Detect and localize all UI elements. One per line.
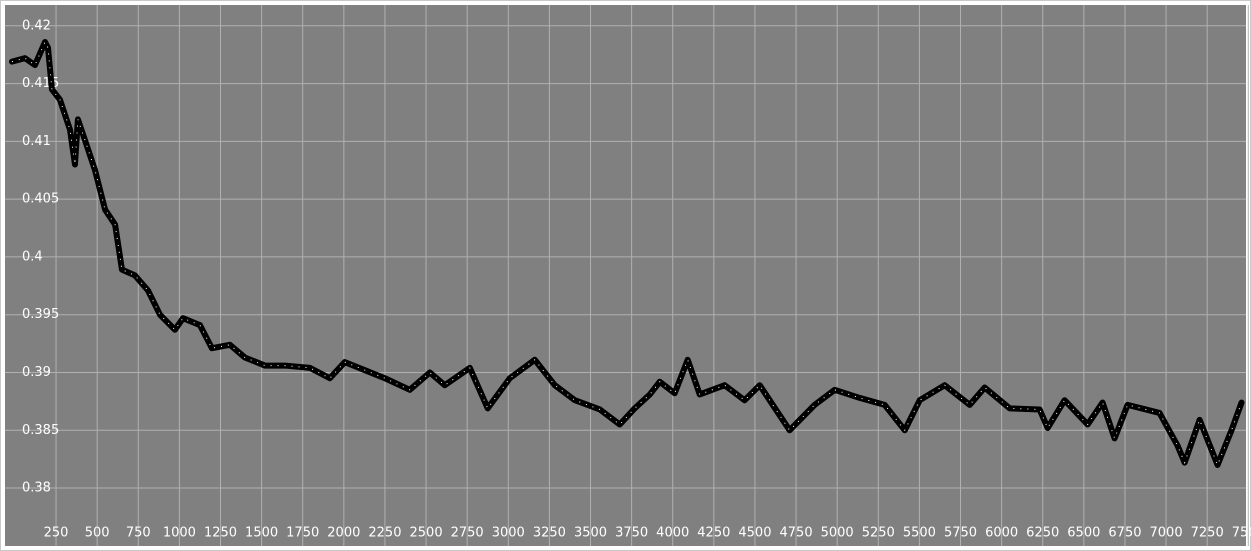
x-tick-label: 4250 xyxy=(697,526,730,541)
y-tick-label: 0.39 xyxy=(22,365,51,380)
y-tick-label: 0.4 xyxy=(22,249,43,264)
x-tick-label: 5000 xyxy=(821,526,854,541)
x-tick-label: 3000 xyxy=(492,526,525,541)
x-tick-label: 2750 xyxy=(451,526,484,541)
x-tick-label: 750 xyxy=(126,526,151,541)
x-tick-label: 4750 xyxy=(780,526,813,541)
x-tick-label: 4500 xyxy=(738,526,771,541)
x-tick-label: 2500 xyxy=(410,526,443,541)
x-tick-label: 4000 xyxy=(656,526,689,541)
x-tick-label: 6500 xyxy=(1067,526,1100,541)
x-tick-label: 2250 xyxy=(368,526,401,541)
x-tick-label: 6000 xyxy=(985,526,1018,541)
data-line xyxy=(8,38,1245,468)
x-tick-label: 5750 xyxy=(944,526,977,541)
x-tick-label: 7000 xyxy=(1150,526,1183,541)
y-tick-label: 0.41 xyxy=(22,134,51,149)
x-tick-label: 5250 xyxy=(862,526,895,541)
y-tick-label: 0.385 xyxy=(22,423,59,438)
x-tick-label: 1750 xyxy=(286,526,319,541)
y-tick-label: 0.395 xyxy=(22,307,59,322)
x-tick-label: 6250 xyxy=(1026,526,1059,541)
x-tick-label: 1000 xyxy=(163,526,196,541)
y-tick-label: 0.42 xyxy=(22,18,51,33)
y-tick-label: 0.405 xyxy=(22,192,59,207)
x-tick-label: 3250 xyxy=(533,526,566,541)
x-tick-label: 1500 xyxy=(245,526,278,541)
plot-area xyxy=(5,5,1246,546)
x-tick-label: 7250 xyxy=(1191,526,1224,541)
x-tick-label: 5500 xyxy=(903,526,936,541)
x-tick-label: 3500 xyxy=(574,526,607,541)
x-tick-label: 250 xyxy=(44,526,69,541)
x-tick-label: 6750 xyxy=(1108,526,1141,541)
x-tick-label: 500 xyxy=(85,526,110,541)
x-tick-label: 3750 xyxy=(615,526,648,541)
y-tick-label: 0.38 xyxy=(22,481,51,496)
x-tick-label: 7500 xyxy=(1232,526,1251,541)
x-tick-label: 1250 xyxy=(204,526,237,541)
x-tick-label: 2000 xyxy=(327,526,360,541)
